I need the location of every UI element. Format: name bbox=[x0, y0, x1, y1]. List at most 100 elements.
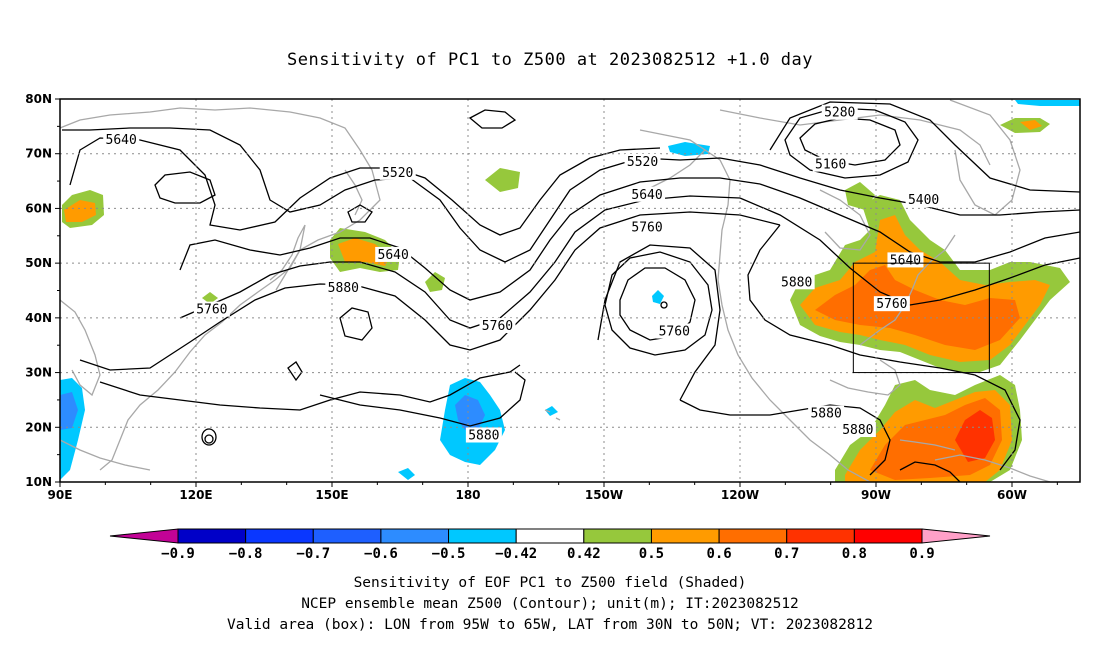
contour-small-closed-8 bbox=[347, 204, 373, 223]
colorbar-label: −0.8 bbox=[229, 546, 263, 562]
contour-label: 5520 bbox=[627, 155, 658, 170]
contour-label: 5160 bbox=[815, 158, 846, 173]
colorbar-low-triangle bbox=[109, 528, 179, 544]
z500-contours bbox=[62, 101, 1080, 482]
colorbar-high-triangle bbox=[921, 528, 991, 544]
contour-5880-east bbox=[747, 224, 1021, 471]
colorbar-swatch bbox=[177, 528, 247, 544]
colorbar: −0.9 −0.8 −0.7 −0.6 −0.5 −0.42 0.42 0.5 0.6 0.7 0.… bbox=[109, 528, 991, 562]
lat-tick-label: 20N bbox=[25, 420, 52, 434]
contour-5520-west bbox=[69, 137, 661, 236]
contour-5520-east bbox=[679, 157, 1080, 216]
lon-tick-label: 60W bbox=[997, 488, 1027, 502]
contour-small-closed-4 bbox=[287, 361, 303, 382]
colorbar-label: 0.7 bbox=[774, 546, 799, 562]
colorbar-label: −0.42 bbox=[495, 546, 537, 562]
colorbar-label: 0.9 bbox=[909, 546, 934, 562]
colorbar-swatch bbox=[380, 528, 450, 544]
contour-label-bg bbox=[629, 219, 666, 235]
contour-5760-low bbox=[619, 267, 696, 341]
footer-caption: Sensitivity of EOF PC1 to Z500 field (Sh… bbox=[0, 573, 1100, 636]
footer-line-2: NCEP ensemble mean Z500 (Contour); unit(… bbox=[301, 596, 799, 612]
shade-negative-arctic bbox=[1015, 100, 1080, 106]
contour-label: 5640 bbox=[106, 133, 137, 148]
contour-small-closed-1 bbox=[154, 171, 216, 204]
contour-caribbean-low bbox=[899, 461, 961, 482]
colorbar-swatch bbox=[448, 528, 517, 544]
colorbar-label: −0.7 bbox=[296, 546, 330, 562]
coast-alaska bbox=[639, 129, 707, 201]
contour-label: 5640 bbox=[631, 188, 662, 203]
contour-5880-low bbox=[604, 251, 713, 356]
coast-india bbox=[60, 299, 101, 397]
lon-tick-label: 90E bbox=[48, 488, 73, 502]
contour-5640-east bbox=[759, 183, 1080, 263]
coast-japan bbox=[269, 224, 306, 291]
contour-label: 5640 bbox=[890, 253, 921, 268]
coast-kamchatka bbox=[344, 169, 363, 216]
shade-positive-greenland bbox=[845, 182, 875, 210]
contour-label-bg bbox=[325, 279, 362, 295]
contour-label-bg bbox=[629, 186, 666, 202]
coast-hawaii bbox=[544, 409, 561, 421]
lat-tick-label: 80N bbox=[25, 92, 52, 106]
lon-tick-label: 90W bbox=[861, 488, 891, 502]
shade-negative-scatter-1 bbox=[398, 468, 415, 480]
lat-tick-label: 60N bbox=[25, 201, 52, 215]
contour-5760-bottom bbox=[99, 364, 521, 411]
contour-label: 5880 bbox=[328, 281, 359, 296]
shade-negative-pacific-core bbox=[455, 395, 485, 430]
contour-5880-mid bbox=[79, 211, 781, 371]
contour-label-bg bbox=[656, 323, 693, 339]
shade-negative-scatter-2 bbox=[545, 406, 558, 416]
colorbar-label: −0.6 bbox=[364, 546, 398, 562]
contour-label-bg bbox=[821, 104, 858, 120]
contour-5760-mid bbox=[179, 195, 741, 329]
contour-label-bg bbox=[379, 164, 416, 180]
contour-label-bg bbox=[808, 405, 845, 421]
colorbar-swatch bbox=[853, 528, 923, 544]
colorbar-swatch bbox=[786, 528, 855, 544]
contour-small-closed-7 bbox=[660, 301, 668, 309]
contour-label-bg bbox=[193, 301, 230, 317]
contour-5880-pacific bbox=[319, 371, 526, 427]
contour-label-bg bbox=[873, 296, 910, 312]
shade-darkorange-us-east bbox=[815, 265, 1020, 350]
shade-deepred-caribbean bbox=[955, 410, 995, 462]
lat-tick-label: 70N bbox=[25, 147, 52, 161]
coast-north-america bbox=[704, 149, 871, 482]
coast-south-america bbox=[934, 454, 1051, 482]
map-title: Sensitivity of PC1 to Z500 at 2023082512… bbox=[286, 50, 813, 70]
shade-negative-low bbox=[652, 290, 664, 304]
colorbar-label: 0.42 bbox=[567, 546, 601, 562]
colorbar-swatch bbox=[650, 528, 720, 544]
contour-label: 5880 bbox=[810, 407, 841, 422]
contour-label: 5400 bbox=[908, 193, 939, 208]
shade-negative-bering bbox=[668, 142, 710, 156]
contour-label: 5280 bbox=[824, 106, 855, 121]
contour-label: 5760 bbox=[876, 297, 907, 312]
coast-arctic-islands bbox=[719, 109, 991, 166]
contour-label: 5760 bbox=[196, 303, 227, 318]
contour-label-bg bbox=[624, 153, 661, 169]
coast-greenland bbox=[949, 99, 1021, 216]
lon-tick-label: 150E bbox=[315, 488, 348, 502]
contour-5880-low-outer bbox=[597, 244, 721, 401]
shade-positive-small-2 bbox=[485, 168, 520, 192]
contour-label-bg bbox=[887, 252, 924, 268]
lat-tick-label: 30N bbox=[25, 366, 52, 380]
lat-tick-label: 40N bbox=[25, 311, 52, 325]
colorbar-label: 0.8 bbox=[842, 546, 867, 562]
contour-label-bg bbox=[465, 427, 502, 443]
colorbar-swatch bbox=[718, 528, 788, 544]
contour-5640-west bbox=[62, 127, 681, 263]
contour-label: 5520 bbox=[382, 166, 413, 181]
contour-label-bg bbox=[375, 246, 412, 262]
contour-small-closed-5 bbox=[201, 428, 217, 446]
colorbar-label: −0.9 bbox=[161, 546, 195, 562]
shade-positive-small-3 bbox=[202, 292, 218, 304]
lon-tick-label: 180 bbox=[455, 488, 480, 502]
coast-us-east bbox=[859, 234, 956, 346]
lat-tick-label: 10N bbox=[25, 475, 52, 489]
contour-label: 5880 bbox=[842, 423, 873, 438]
